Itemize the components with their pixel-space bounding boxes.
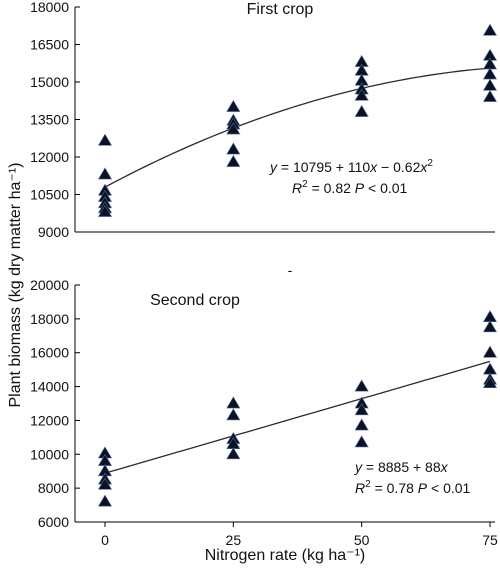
fit-group (104, 360, 491, 474)
r2-text: = 0.78 (371, 480, 418, 496)
data-point-triangle (482, 89, 498, 102)
fit-equation: y = 10795 + 110x − 0.62x2 (269, 158, 433, 175)
data-point-triangle (482, 345, 498, 358)
eq-x-var-2: x (419, 159, 428, 175)
x-tick-group: 0 25 50 75 (101, 522, 498, 548)
y-tick-label: 13500 (30, 112, 69, 128)
y-tick-label: 20000 (30, 277, 69, 293)
data-point-triangle (226, 99, 241, 112)
eq-y-var: y (354, 459, 363, 475)
fit-equation: y = 8885 + 88x (354, 459, 449, 475)
y-tick-label: 16500 (30, 37, 69, 53)
y-tick-group: 9000 10500 12000 13500 15000 16500 18000 (30, 0, 80, 240)
data-point-triangle (354, 435, 369, 448)
x-tick-label: 50 (354, 532, 370, 548)
data-point-triangle (482, 320, 498, 333)
y-tick-label: 12000 (30, 149, 69, 165)
data-point-triangle (97, 204, 113, 217)
data-point-triangle (354, 403, 369, 416)
data-point-triangle (482, 67, 498, 80)
y-tick-label: 9000 (38, 224, 69, 240)
chart-panel-second-crop: Second crop 6000 8000 10000 12000 14000 16000… (30, 277, 498, 564)
y-tick-label: 10000 (30, 446, 69, 462)
data-point-triangle (226, 154, 241, 167)
x-tick-label: 75 (482, 532, 498, 548)
r2-var: R (355, 480, 365, 496)
x-axis-label: Nitrogen rate (kg ha⁻¹) (205, 547, 366, 564)
x-tick-label: 0 (101, 532, 109, 548)
y-tick-label: 15000 (30, 74, 69, 90)
y-tick-label: 10500 (30, 187, 69, 203)
y-tick-label: 12000 (30, 412, 69, 428)
chart-title: First crop (247, 1, 314, 18)
y-tick-label: 8000 (38, 480, 69, 496)
points-group (97, 310, 498, 507)
r2-sup: 2 (302, 179, 308, 190)
x-tick-label: 25 (226, 532, 242, 548)
data-point-triangle (226, 447, 241, 460)
eq-x-var: x (440, 459, 449, 475)
data-point-triangle (482, 310, 498, 323)
data-point-triangle (97, 477, 113, 490)
chart-panel-first-crop: First crop 9000 10500 12000 13500 15000 16500… (30, 0, 498, 240)
eq-x-var: x (369, 159, 378, 175)
fit-group (104, 67, 491, 188)
y-tick-label: 18000 (30, 311, 69, 327)
data-point-triangle (97, 167, 113, 180)
p-text: < 0.01 (364, 180, 407, 196)
r2-text: = 0.82 (308, 180, 355, 196)
data-point-triangle (354, 379, 369, 392)
eq-body: = 8885 + 88 (362, 459, 441, 475)
p-text: < 0.01 (427, 480, 470, 496)
r2-var: R (292, 180, 302, 196)
r2-sup: 2 (365, 479, 371, 490)
y-tick-label: 6000 (38, 514, 69, 530)
data-point-triangle (226, 396, 241, 409)
eq-y-var: y (269, 159, 278, 175)
points-group (97, 23, 498, 217)
y-tick-label: 16000 (30, 345, 69, 361)
data-point-triangle (97, 133, 113, 146)
fit-curve (104, 360, 491, 474)
data-point-triangle (482, 376, 498, 389)
data-point-triangle (226, 408, 241, 421)
data-point-triangle (354, 418, 369, 431)
fit-stats: R2 = 0.78 P < 0.01 (355, 479, 471, 496)
data-point-triangle (226, 122, 241, 135)
data-point-triangle (482, 23, 498, 36)
p-var: P (355, 180, 365, 196)
eq-body: = 10795 + 110 (277, 159, 370, 175)
y-tick-label: 18000 (30, 0, 69, 15)
fit-curve (104, 67, 491, 188)
eq-sup: 2 (427, 158, 433, 169)
chart-title: Second crop (150, 292, 240, 309)
data-point-triangle (354, 104, 369, 117)
data-point-triangle (482, 362, 498, 375)
y-tick-label: 14000 (30, 379, 69, 395)
eq-tail: − 0.62 (377, 159, 420, 175)
stray-mark: - (288, 262, 293, 278)
fit-stats: R2 = 0.82 P < 0.01 (292, 179, 408, 196)
p-var: P (418, 480, 428, 496)
data-point-triangle (354, 88, 369, 101)
data-point-triangle (482, 78, 498, 91)
y-tick-group: 6000 8000 10000 12000 14000 16000 18000 20000 (30, 277, 80, 530)
data-point-triangle (97, 494, 113, 507)
y-axis-label: Plant biomass (kg dry matter ha⁻¹) (7, 163, 24, 408)
data-point-triangle (226, 142, 241, 155)
